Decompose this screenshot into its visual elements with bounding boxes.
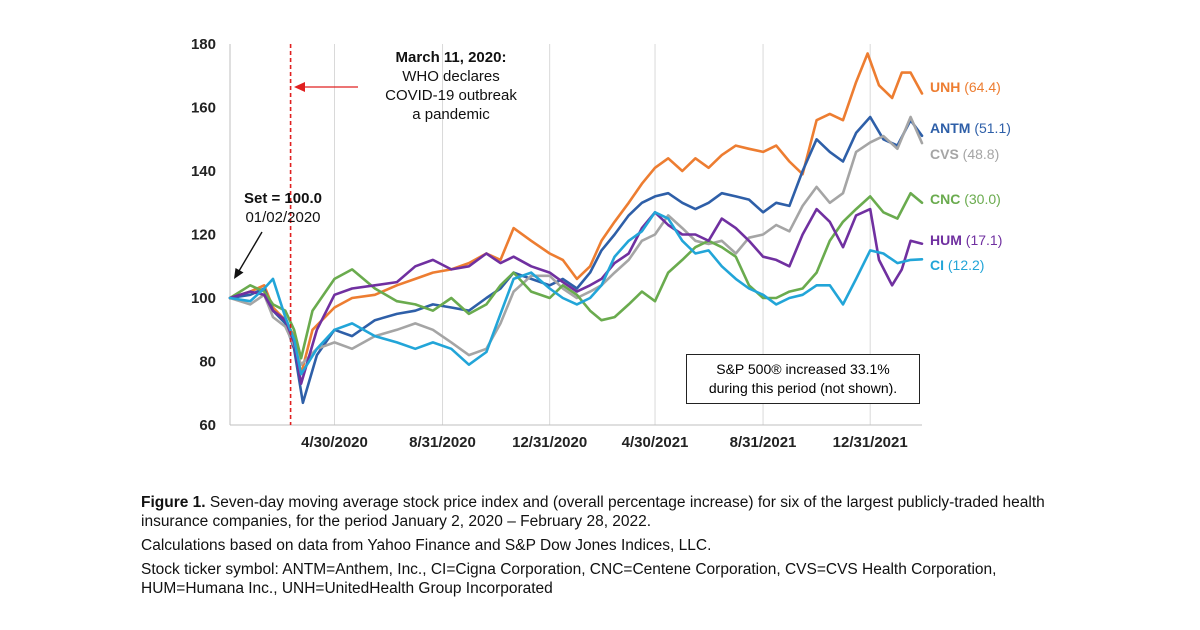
pandemic-annotation-line: WHO declares — [402, 68, 500, 85]
series-line-ci — [228, 211, 924, 376]
caption-figure-label: Figure 1. — [141, 494, 206, 511]
series-label-value: (12.2) — [944, 257, 984, 273]
pandemic-annotation-line: a pandemic — [412, 106, 490, 123]
caption-figure-text: Seven-day moving average stock price ind… — [141, 494, 1045, 530]
series-label-ci: CI (12.2) — [930, 257, 984, 273]
pandemic-annotation-line: March 11, 2020: — [396, 49, 507, 66]
x-tick-label: 8/31/2021 — [730, 434, 797, 451]
x-tick-label: 12/31/2021 — [833, 434, 908, 451]
sp500-note-box: S&P 500® increased 33.1% during this per… — [686, 354, 920, 404]
caption-source: Calculations based on data from Yahoo Fi… — [141, 537, 712, 554]
x-tick-label: 4/30/2020 — [301, 434, 368, 451]
series-label-name: ANTM — [930, 120, 970, 136]
series-label-value: (48.8) — [959, 146, 999, 162]
series-label-name: CNC — [930, 191, 960, 207]
sp500-note-line1: S&P 500® increased 33.1% — [716, 361, 890, 377]
y-tick-label: 100 — [191, 290, 216, 307]
y-tick-label: 160 — [191, 100, 216, 117]
caption-tickers: Stock ticker symbol: ANTM=Anthem, Inc., … — [141, 561, 997, 597]
sp500-note-line2: during this period (not shown). — [708, 380, 898, 396]
series-label-name: UNH — [930, 79, 960, 95]
figure-caption: Figure 1. Seven-day moving average stock… — [141, 493, 1061, 603]
y-tick-label: 180 — [191, 36, 216, 53]
series-label-name: CVS — [930, 146, 959, 162]
series-label-name: CI — [930, 257, 944, 273]
y-tick-label: 80 — [199, 354, 216, 371]
series-label-value: (30.0) — [960, 191, 1000, 207]
y-tick-label: 120 — [191, 227, 216, 244]
x-tick-label: 12/31/2020 — [512, 434, 587, 451]
series-label-cvs: CVS (48.8) — [930, 146, 999, 162]
x-tick-label: 8/31/2020 — [409, 434, 476, 451]
series-label-value: (64.4) — [960, 79, 1000, 95]
base-annotation-line: Set = 100.0 — [244, 190, 322, 207]
base-arrow-shaft — [238, 231, 263, 272]
series-line-cnc — [228, 191, 924, 360]
caption-main: Figure 1. Seven-day moving average stock… — [141, 493, 1061, 531]
base-annotation-line: 01/02/2020 — [245, 209, 320, 226]
pandemic-annotation-line: COVID-19 outbreak — [385, 87, 517, 104]
series-line-cvs — [228, 115, 924, 366]
y-tick-label: 60 — [199, 417, 216, 434]
series-line-unh — [228, 52, 924, 376]
x-tick-label: 4/30/2021 — [622, 434, 689, 451]
stock-index-chart: 4/30/2020 8/31/2020 12/31/2020 4/30/2021 8/3… — [191, 36, 1011, 451]
series-label-cnc: CNC (30.0) — [930, 191, 1001, 207]
series-label-value: (17.1) — [962, 232, 1002, 248]
base-arrow-head — [234, 268, 244, 279]
series-label-antm: ANTM (51.1) — [930, 120, 1011, 136]
series-label-unh: UNH (64.4) — [930, 79, 1001, 95]
pandemic-arrow-head — [294, 82, 305, 92]
series-label-hum: HUM (17.1) — [930, 232, 1002, 248]
series-label-name: HUM — [930, 232, 962, 248]
y-tick-label: 140 — [191, 163, 216, 180]
series-label-value: (51.1) — [970, 120, 1010, 136]
